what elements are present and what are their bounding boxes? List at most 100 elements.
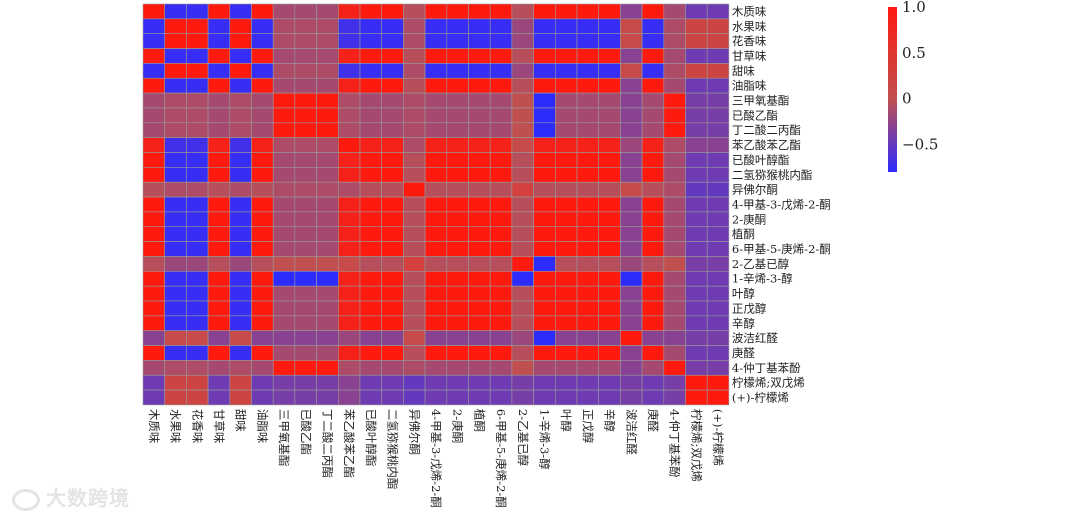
heatmap-cell (142, 315, 166, 332)
column-label: 已酸叶醇酯 (364, 409, 378, 467)
heatmap-cell (381, 389, 404, 406)
heatmap-cell (207, 315, 231, 332)
heatmap-cell (316, 315, 339, 332)
heatmap-cell (576, 226, 600, 242)
column-label: 正戊醇 (581, 409, 595, 444)
heatmap-cell (337, 315, 361, 332)
heatmap-cell (663, 270, 686, 287)
heatmap-cell (576, 389, 600, 406)
heatmap-cell (706, 300, 730, 317)
heatmap-cell (533, 181, 556, 198)
heatmap-cell (511, 152, 534, 168)
heatmap-cell (164, 374, 187, 391)
heatmap-cell (598, 315, 621, 332)
heatmap-cell (142, 77, 166, 94)
heatmap-cell (706, 285, 730, 302)
heatmap-cell (424, 300, 448, 317)
heatmap-cell (446, 92, 469, 109)
heatmap-cell (424, 241, 448, 257)
heatmap-cell (489, 33, 513, 49)
heatmap-cell (663, 226, 686, 242)
heatmap-cell (337, 63, 361, 79)
heatmap-cell (229, 345, 252, 361)
heatmap-cell (576, 122, 600, 138)
heatmap-cell (337, 300, 361, 317)
heatmap-cell (424, 3, 448, 20)
column-label: 叶醇 (559, 409, 573, 432)
heatmap-cell (294, 196, 317, 213)
heatmap-cell (598, 48, 621, 64)
heatmap-cell (424, 137, 448, 153)
heatmap-cell (685, 63, 708, 79)
heatmap-cell (554, 107, 578, 124)
heatmap-cell (446, 48, 469, 64)
column-label: 2-庚酮 (451, 409, 465, 443)
heatmap-cell (620, 48, 643, 64)
heatmap-cell (641, 256, 665, 272)
heatmap-cell (641, 122, 665, 138)
heatmap-cell (142, 256, 166, 272)
heatmap-cell (294, 241, 317, 257)
heatmap-cell (706, 270, 730, 287)
heatmap-cell (489, 330, 513, 346)
heatmap-cell (641, 315, 665, 332)
heatmap-cell (706, 48, 730, 64)
row-label: 2-乙基已醇 (732, 257, 790, 271)
heatmap-cell (620, 92, 643, 109)
heatmap-cell (164, 137, 187, 153)
heatmap-cell (164, 285, 187, 302)
heatmap-cell (533, 300, 556, 317)
heatmap-cell (706, 256, 730, 272)
heatmap-cell (381, 33, 404, 49)
heatmap-cell (403, 196, 426, 213)
heatmap-cell (554, 196, 578, 213)
heatmap-cell (272, 226, 296, 242)
colorbar-tick-label: 0.5 (902, 44, 926, 62)
heatmap-cell (424, 360, 448, 376)
heatmap-cell (468, 92, 491, 109)
heatmap-cell (685, 226, 708, 242)
heatmap-cell (598, 63, 621, 79)
heatmap-cell (186, 345, 209, 361)
column-label: 1-辛烯-3-醇 (537, 409, 551, 470)
heatmap-cell (359, 241, 383, 257)
column-label: 油脂味 (255, 409, 269, 444)
heatmap-cell (533, 226, 556, 242)
heatmap-cell (554, 256, 578, 272)
heatmap-cell (403, 270, 426, 287)
heatmap-cell (381, 241, 404, 257)
heatmap-cell (272, 63, 296, 79)
heatmap-cell (142, 330, 166, 346)
heatmap-cell (685, 48, 708, 64)
heatmap-cell (511, 48, 534, 64)
heatmap-cell (229, 18, 252, 35)
heatmap-cell (164, 92, 187, 109)
heatmap-cell (533, 315, 556, 332)
heatmap-cell (598, 226, 621, 242)
heatmap-cell (706, 122, 730, 138)
heatmap-cell (316, 330, 339, 346)
heatmap-cell (489, 63, 513, 79)
heatmap-cell (207, 18, 231, 35)
heatmap-cell (641, 63, 665, 79)
heatmap-cell (207, 181, 231, 198)
heatmap-cell (142, 211, 166, 228)
heatmap-cell (229, 211, 252, 228)
heatmap-cell (294, 315, 317, 332)
heatmap-cell (685, 196, 708, 213)
heatmap-cell (316, 137, 339, 153)
heatmap-cell (620, 300, 643, 317)
heatmap-cell (533, 270, 556, 287)
heatmap-cell (468, 167, 491, 183)
heatmap-cell (229, 3, 252, 20)
heatmap-cell (424, 256, 448, 272)
row-label: 叶醇 (732, 287, 755, 301)
heatmap-cell (598, 330, 621, 346)
heatmap-cell (511, 241, 534, 257)
heatmap-cell (337, 226, 361, 242)
heatmap-cell (620, 226, 643, 242)
heatmap-cell (620, 122, 643, 138)
heatmap-cell (706, 196, 730, 213)
heatmap-cell (424, 270, 448, 287)
heatmap-cell (489, 300, 513, 317)
